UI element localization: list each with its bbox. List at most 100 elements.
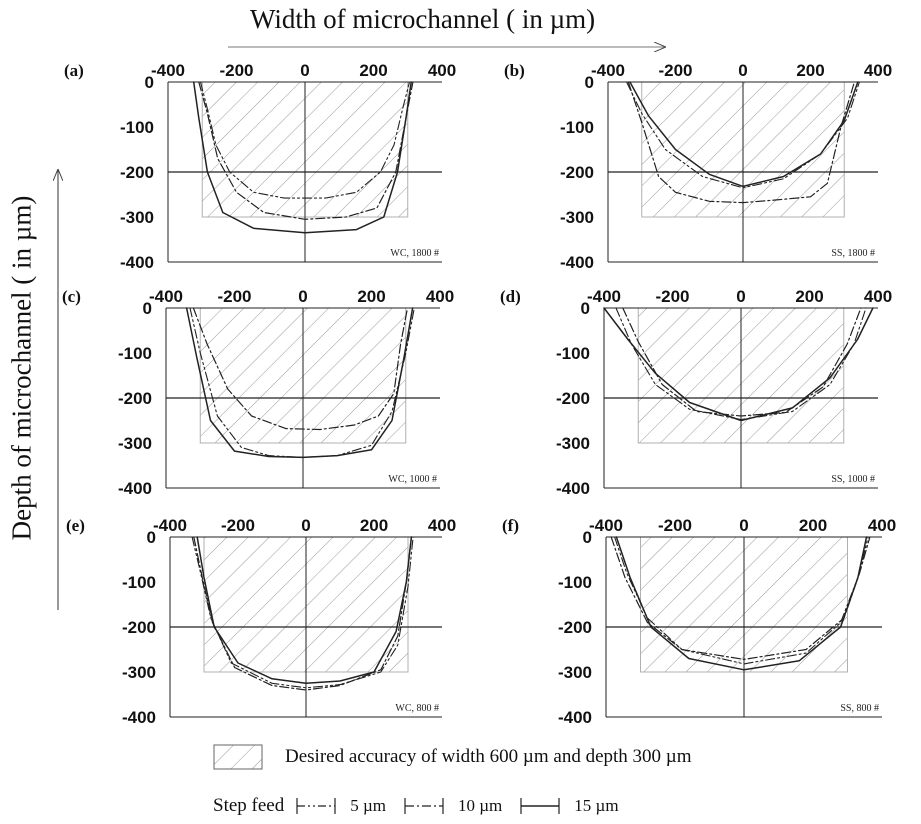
series-line-10-m [622, 307, 862, 417]
y-tick-label: -400 [556, 479, 590, 498]
series-line-10-m [193, 536, 412, 691]
series-line-5-m [626, 81, 860, 189]
panel-note: SS, 1800 # [831, 248, 875, 259]
x-tick-label: -400 [587, 287, 621, 306]
series-line-10-m [198, 81, 414, 220]
series-line-10-m [192, 307, 409, 431]
x-tick-label: 0 [300, 61, 309, 80]
panel-c: -400 -200 0 200 400 0 -100 -200 -300 -400 (c) WC, 1… [62, 287, 454, 498]
y-tick-label: -200 [120, 163, 154, 182]
y-tick-label: 0 [143, 299, 152, 318]
y-tick-label: -200 [558, 618, 592, 637]
x-tick-label: 200 [359, 61, 387, 80]
panel-b: -400 -200 0 200 400 0 -100 -200 -300 -400 (b) SS, 1… [504, 61, 892, 272]
legend-item-10um: 10 µm [404, 796, 502, 816]
series-line-5-m [191, 536, 414, 689]
series-line-15-m [615, 536, 868, 671]
y-tick-label: -400 [118, 479, 152, 498]
x-tick-label: 400 [868, 516, 896, 535]
y-tick-label: -400 [558, 708, 592, 727]
x-tick-label: 400 [428, 516, 456, 535]
accuracy-label: Desired accuracy of width 600 µm and dep… [285, 746, 692, 767]
legend-label-10um: 10 µm [458, 796, 503, 815]
x-tick-label: -400 [591, 61, 625, 80]
panel-label: (b) [504, 61, 525, 80]
panel-note: SS, 1000 # [831, 474, 875, 485]
x-tick-label: 200 [799, 516, 827, 535]
series-line-15-m [185, 307, 414, 459]
hatch-swatch [213, 744, 263, 770]
panel-note: WC, 1800 # [390, 248, 439, 259]
panel-label: (d) [500, 287, 521, 306]
panel-e: -400 -200 0 200 400 0 -100 -200 -300 -400 (e) WC, 8… [66, 516, 456, 727]
y-tick-label: -300 [560, 208, 594, 227]
x-tick-label: 200 [796, 61, 824, 80]
x-tick-label: 0 [298, 287, 307, 306]
panel-note: SS, 800 # [840, 703, 879, 714]
panel-note: WC, 800 # [395, 703, 439, 714]
y-tick-label: -300 [120, 208, 154, 227]
legend-swatch-solid [520, 798, 560, 814]
y-tick-label: -100 [560, 118, 594, 137]
x-tick-label: 200 [795, 287, 823, 306]
x-tick-label: -200 [658, 61, 692, 80]
y-tick-label: 0 [145, 73, 154, 92]
series-line-15-m [629, 81, 859, 188]
series-line-5-m [189, 307, 415, 458]
x-tick-label: -200 [655, 287, 689, 306]
panel-label: (e) [66, 516, 85, 535]
series-line-15-m [196, 536, 413, 685]
legend-item-5um: 5 µm [296, 796, 386, 816]
series-line-5-m [615, 307, 867, 421]
panel-label: (f) [502, 516, 519, 535]
x-tick-label: -400 [153, 516, 187, 535]
x-tick-label: 200 [357, 287, 385, 306]
legend-swatch-dash-dot-dot [296, 798, 336, 814]
y-tick-label: -400 [560, 253, 594, 272]
series-line-15-m [192, 81, 412, 234]
legend-item-15um: 15 µm [520, 796, 619, 816]
x-tick-label: -200 [658, 516, 692, 535]
series-line-5-m [199, 81, 411, 199]
y-tick-label: -100 [556, 344, 590, 363]
x-tick-label: 0 [736, 287, 745, 306]
x-tick-label: -200 [221, 516, 255, 535]
y-tick-label: -100 [558, 573, 592, 592]
y-tick-label: -200 [556, 389, 590, 408]
y-tick-label: -400 [120, 253, 154, 272]
y-axis-label: Depth of microchannel ( in µm) [6, 195, 37, 541]
step-feed-label: Step feed [213, 795, 285, 816]
panel-label: (c) [62, 287, 81, 306]
y-tick-label: -300 [122, 663, 156, 682]
panel-a: -400 -200 0 200 400 0 -100 -200 -300 -400 (a) WC, 1… [64, 61, 456, 272]
y-tick-label: 0 [583, 528, 592, 547]
x-tick-label: -400 [149, 287, 183, 306]
y-tick-label: -100 [122, 573, 156, 592]
panel-f: -400 -200 0 200 400 0 -100 -200 -300 -400 (f) SS, 8… [502, 516, 896, 727]
x-tick-label: 0 [301, 516, 310, 535]
panel-note: WC, 1000 # [388, 474, 437, 485]
y-tick-label: -300 [118, 434, 152, 453]
y-tick-label: -100 [120, 118, 154, 137]
legend-label-5um: 5 µm [350, 796, 387, 815]
x-tick-label: -200 [219, 61, 253, 80]
x-tick-label: 200 [360, 516, 388, 535]
panel-d: -400 -200 0 200 400 0 -100 -200 -300 -400 (d) SS, 1… [500, 287, 892, 498]
x-tick-label: 0 [738, 61, 747, 80]
legend-swatch-dash-dot [404, 798, 444, 814]
legend-label-15um: 15 µm [574, 796, 619, 815]
y-tick-label: -200 [560, 163, 594, 182]
x-tick-label: -400 [589, 516, 623, 535]
y-tick-label: -400 [122, 708, 156, 727]
legend-step-feed: Step feed 5 µm 10 µm 15 µm [213, 795, 637, 817]
x-tick-label: 400 [864, 287, 892, 306]
y-tick-label: 0 [581, 299, 590, 318]
x-tick-label: -400 [151, 61, 185, 80]
x-tick-label: 400 [426, 287, 454, 306]
x-tick-label: 0 [739, 516, 748, 535]
y-tick-label: -300 [556, 434, 590, 453]
x-tick-label: 400 [428, 61, 456, 80]
figure-title: Width of microchannel ( in µm) [250, 4, 596, 34]
y-tick-label: 0 [147, 528, 156, 547]
